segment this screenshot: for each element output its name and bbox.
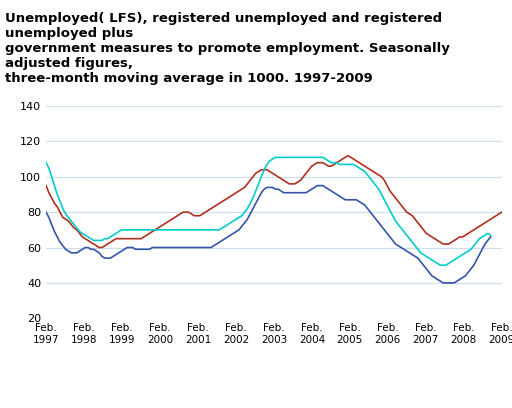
Text: Unemployed( LFS), registered unemployed and registered unemployed plus
governmen: Unemployed( LFS), registered unemployed … (5, 12, 450, 85)
